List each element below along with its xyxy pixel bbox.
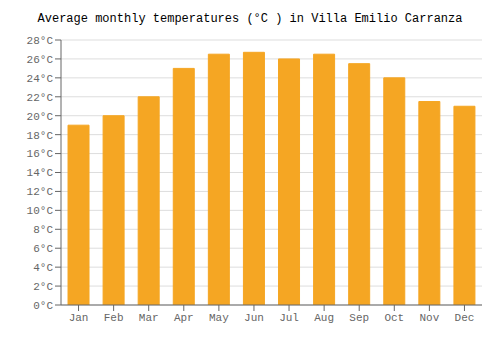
svg-text:26°C: 26°C (27, 54, 54, 66)
html-text:Average monthly temperatures (: Average monthly temperatures (°C ) in Vi… (37, 12, 463, 26)
svg-text:Dec: Dec (455, 312, 475, 324)
svg-text:14°C: 14°C (27, 167, 54, 179)
svg-text:Nov: Nov (419, 312, 439, 324)
svg-text:Feb: Feb (104, 312, 124, 324)
svg-text:10°C: 10°C (27, 205, 54, 217)
svg-text:6°C: 6°C (33, 243, 53, 255)
svg-text:4°C: 4°C (33, 262, 53, 274)
svg-text:May: May (209, 312, 229, 324)
svg-text:18°C: 18°C (27, 130, 54, 142)
svg-text:Jan: Jan (69, 312, 89, 324)
svg-text:Oct: Oct (384, 312, 404, 324)
svg-text:Jul: Jul (279, 312, 299, 324)
svg-text:Aug: Aug (314, 312, 334, 324)
svg-text:20°C: 20°C (27, 111, 54, 123)
svg-text:28°C: 28°C (27, 35, 54, 47)
svg-text:12°C: 12°C (27, 186, 54, 198)
svg-text:8°C: 8°C (33, 224, 53, 236)
svg-text:22°C: 22°C (27, 92, 54, 104)
svg-text:Jun: Jun (244, 312, 264, 324)
svg-text:Mar: Mar (139, 312, 159, 324)
svg-text:16°C: 16°C (27, 148, 54, 160)
svg-text:Sep: Sep (349, 312, 369, 324)
svg-text:0°C: 0°C (33, 300, 53, 312)
svg-text:2°C: 2°C (33, 281, 53, 293)
svg-text:24°C: 24°C (27, 73, 54, 85)
svg-text:Apr: Apr (174, 312, 194, 324)
